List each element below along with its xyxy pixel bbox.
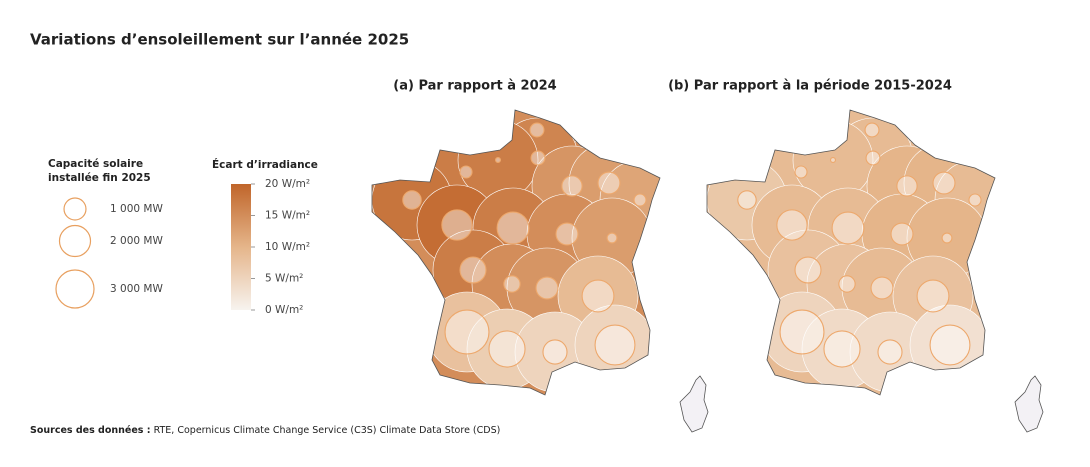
capacity-circle: [779, 309, 825, 355]
capacity-circle: [794, 256, 822, 284]
capacity-circle: [877, 339, 903, 365]
capacity-circle: [535, 276, 559, 300]
color-tick-label: 5 W/m²: [265, 273, 303, 285]
capacity-circle: [444, 309, 490, 355]
map-panel: (b) Par rapport à la période 2015-2024: [668, 79, 1044, 433]
size-legend-label: 2 000 MW: [110, 235, 163, 247]
capacity-circle: [441, 209, 473, 241]
capacity-circle: [402, 190, 422, 210]
color-tick-label: 10 W/m²: [265, 241, 310, 253]
capacity-circle: [865, 150, 881, 166]
source-label: Sources des données :: [30, 425, 151, 436]
capacity-circle: [561, 175, 583, 197]
size-legend-title: Capacité solaire: [48, 158, 143, 170]
color-legend-title: Écart d’irradiance: [212, 158, 318, 171]
capacity-circle: [916, 279, 950, 313]
capacity-circle: [503, 275, 521, 293]
capacity-circle: [488, 330, 526, 368]
country-outline: [371, 109, 661, 396]
color-bar: [231, 184, 251, 310]
color-tick-label: 20 W/m²: [265, 178, 310, 190]
color-tick-label: 15 W/m²: [265, 210, 310, 222]
capacity-circle: [890, 222, 914, 246]
panel-title: (a) Par rapport à 2024: [393, 79, 556, 94]
capacity-circle: [794, 165, 808, 179]
size-legend-circle: [55, 269, 95, 309]
capacity-circle: [594, 324, 636, 366]
capacity-circle: [737, 190, 757, 210]
capacity-circle: [968, 193, 982, 207]
capacity-circle: [530, 150, 546, 166]
capacity-circle: [896, 175, 918, 197]
capacity-circle: [494, 156, 502, 164]
color-tick-label: 0 W/m²: [265, 304, 303, 316]
corsica-outline: [679, 375, 709, 433]
capacity-circle: [941, 232, 953, 244]
capacity-circle: [838, 275, 856, 293]
capacity-circle: [606, 232, 618, 244]
capacity-circle: [496, 211, 530, 245]
capacity-circle: [932, 171, 956, 195]
map-panel: (a) Par rapport à 2024: [371, 79, 709, 433]
size-legend-circle: [63, 197, 87, 221]
source: Sources des données : RTE, Copernicus Cl…: [30, 425, 500, 436]
capacity-circle: [929, 324, 971, 366]
size-legend-circle: [58, 224, 92, 258]
size-legend-label: 1 000 MW: [110, 203, 163, 215]
capacity-circle: [459, 165, 473, 179]
size-legend-label: 3 000 MW: [110, 283, 163, 295]
capacity-circle: [581, 279, 615, 313]
country-outline: [706, 109, 996, 396]
capacity-circle: [831, 211, 865, 245]
capacity-circle: [529, 122, 545, 138]
source-text: RTE, Copernicus Climate Change Service (…: [154, 425, 501, 436]
capacity-circle: [864, 122, 880, 138]
capacity-circle: [597, 171, 621, 195]
capacity-circle: [542, 339, 568, 365]
capacity-circle: [776, 209, 808, 241]
capacity-circle: [829, 156, 837, 164]
capacity-circle: [633, 193, 647, 207]
capacity-circle: [870, 276, 894, 300]
figure-title: Variations d’ensoleillement sur l’année …: [30, 31, 409, 49]
size-legend-title: installée fin 2025: [48, 172, 151, 184]
capacity-circle: [555, 222, 579, 246]
panel-title: (b) Par rapport à la période 2015-2024: [668, 79, 952, 94]
capacity-circle: [823, 330, 861, 368]
corsica-outline: [1014, 375, 1044, 433]
capacity-circle: [459, 256, 487, 284]
